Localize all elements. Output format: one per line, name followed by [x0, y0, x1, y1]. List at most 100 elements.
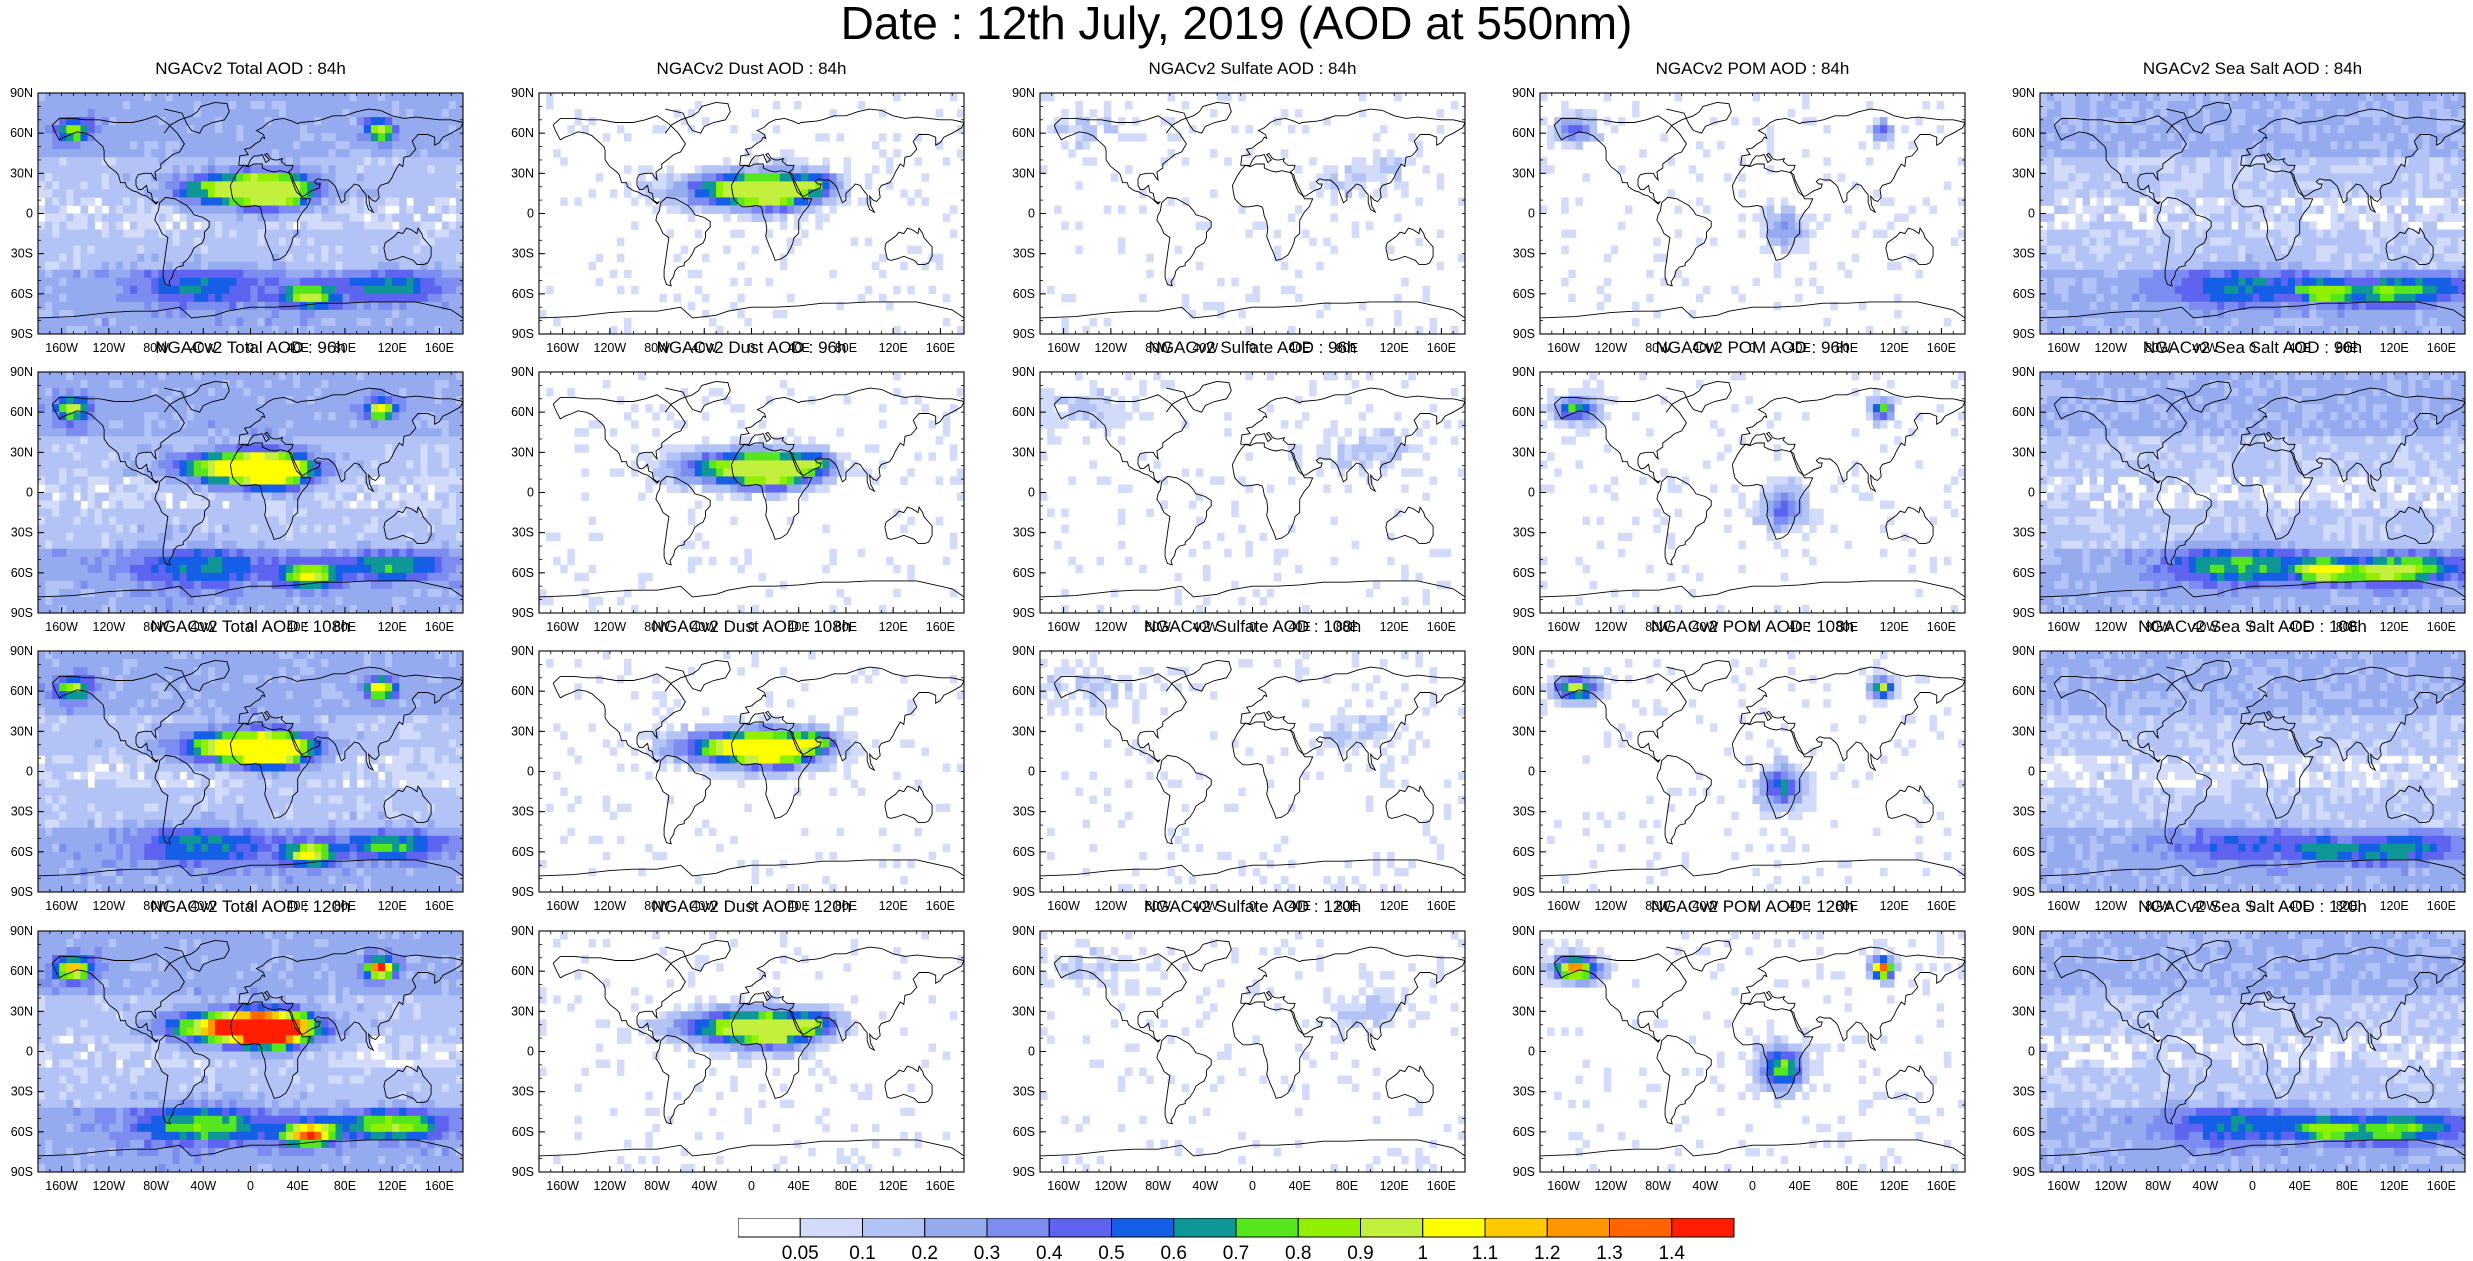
aod-cell	[2457, 165, 2466, 174]
aod-cell	[1068, 125, 1076, 134]
aod-cell	[2238, 157, 2246, 166]
aod-cell	[2372, 277, 2381, 287]
aod-cell	[307, 205, 315, 214]
aod-cell	[2047, 301, 2055, 311]
aod-cell	[2330, 125, 2338, 134]
aod-cell	[2054, 181, 2062, 190]
aod-cell	[2117, 317, 2126, 327]
aod-cell	[1167, 93, 1175, 102]
aod-cell	[66, 125, 74, 134]
aod-cell	[2302, 93, 2310, 102]
aod-cell	[2252, 205, 2260, 214]
x-tick-label: 40W	[1692, 341, 1718, 355]
aod-cell	[271, 197, 280, 206]
aod-cell	[278, 117, 287, 126]
aod-cell	[2323, 269, 2331, 279]
aod-cell	[914, 245, 922, 255]
aod-cell	[2408, 181, 2416, 190]
aod-cell	[165, 285, 173, 295]
aod-cell	[2415, 277, 2423, 287]
aod-cell	[772, 213, 781, 222]
aod-cell	[1554, 125, 1562, 134]
aod-cell	[2309, 301, 2317, 311]
aod-cell	[1568, 229, 1576, 238]
aod-cell	[886, 157, 894, 166]
aod-cell	[101, 189, 110, 198]
aod-cell	[278, 293, 287, 303]
aod-cell	[2217, 205, 2225, 214]
aod-cell	[87, 285, 96, 295]
aod-cell	[2302, 173, 2310, 182]
aod-cell	[2047, 197, 2055, 206]
aod-cell	[335, 157, 343, 166]
aod-cell	[108, 285, 117, 295]
aod-cell	[673, 205, 682, 214]
aod-cell	[378, 189, 386, 198]
aod-cell	[687, 197, 696, 206]
aod-cell	[2110, 301, 2119, 311]
aod-cell	[413, 253, 421, 263]
aod-cell	[448, 157, 457, 166]
aod-cell	[2316, 101, 2324, 110]
aod-cell	[2401, 269, 2409, 279]
aod-cell	[2174, 285, 2183, 295]
aod-cell	[243, 237, 251, 247]
aod-cell	[2429, 277, 2438, 287]
aod-cell	[2061, 325, 2069, 335]
aod-cell	[2068, 181, 2076, 190]
aod-cell	[448, 133, 457, 142]
aod-cell	[378, 101, 386, 110]
aod-cell	[673, 173, 682, 182]
aod-cell	[1125, 101, 1133, 110]
aod-cell	[1245, 293, 1253, 303]
aod-cell	[2408, 293, 2416, 303]
aod-cell	[2210, 125, 2218, 134]
aod-cell	[52, 157, 60, 166]
aod-cell	[2167, 237, 2175, 247]
aod-cell	[2337, 117, 2345, 126]
aod-cell	[2040, 325, 2048, 335]
aod-cell	[385, 253, 393, 263]
aod-cell	[907, 285, 915, 295]
aod-cell	[2040, 277, 2048, 287]
aod-cell	[2245, 101, 2253, 110]
aod-cell	[335, 125, 343, 134]
aod-cell	[158, 173, 166, 182]
aod-cell	[822, 157, 830, 166]
aod-cell	[2273, 221, 2282, 230]
aod-cell	[2082, 221, 2090, 230]
aod-cell	[151, 101, 159, 110]
aod-cell	[2061, 205, 2069, 214]
aod-cell	[455, 261, 464, 271]
aod-cell	[2195, 125, 2204, 134]
aod-cell	[2096, 221, 2105, 230]
aod-cell	[567, 125, 575, 134]
aod-cell	[328, 125, 336, 134]
aod-cell	[2273, 285, 2282, 295]
aod-cell	[1273, 117, 1282, 126]
aod-cell	[2238, 301, 2246, 311]
aod-cell	[786, 293, 795, 303]
aod-cell	[38, 301, 46, 311]
aod-cell	[108, 205, 117, 214]
aod-cell	[1908, 253, 1916, 263]
aod-cell	[172, 133, 181, 142]
aod-cell	[2380, 261, 2388, 271]
aod-cell	[1695, 173, 1704, 182]
aod-cell	[2309, 253, 2317, 263]
aod-cell	[193, 173, 202, 182]
aod-cell	[2125, 141, 2133, 150]
aod-cell	[399, 181, 407, 190]
aod-cell	[2436, 269, 2445, 279]
aod-cell	[278, 285, 287, 295]
aod-cell	[1358, 301, 1367, 311]
aod-cell	[2061, 125, 2069, 134]
aod-cell	[2252, 293, 2260, 303]
aod-cell	[1787, 213, 1796, 222]
aod-cell	[158, 293, 166, 303]
aod-cell	[80, 285, 88, 295]
aod-cell	[2443, 117, 2452, 126]
aod-cell	[264, 205, 273, 214]
aod-cell	[115, 237, 124, 247]
aod-cell	[794, 157, 802, 166]
